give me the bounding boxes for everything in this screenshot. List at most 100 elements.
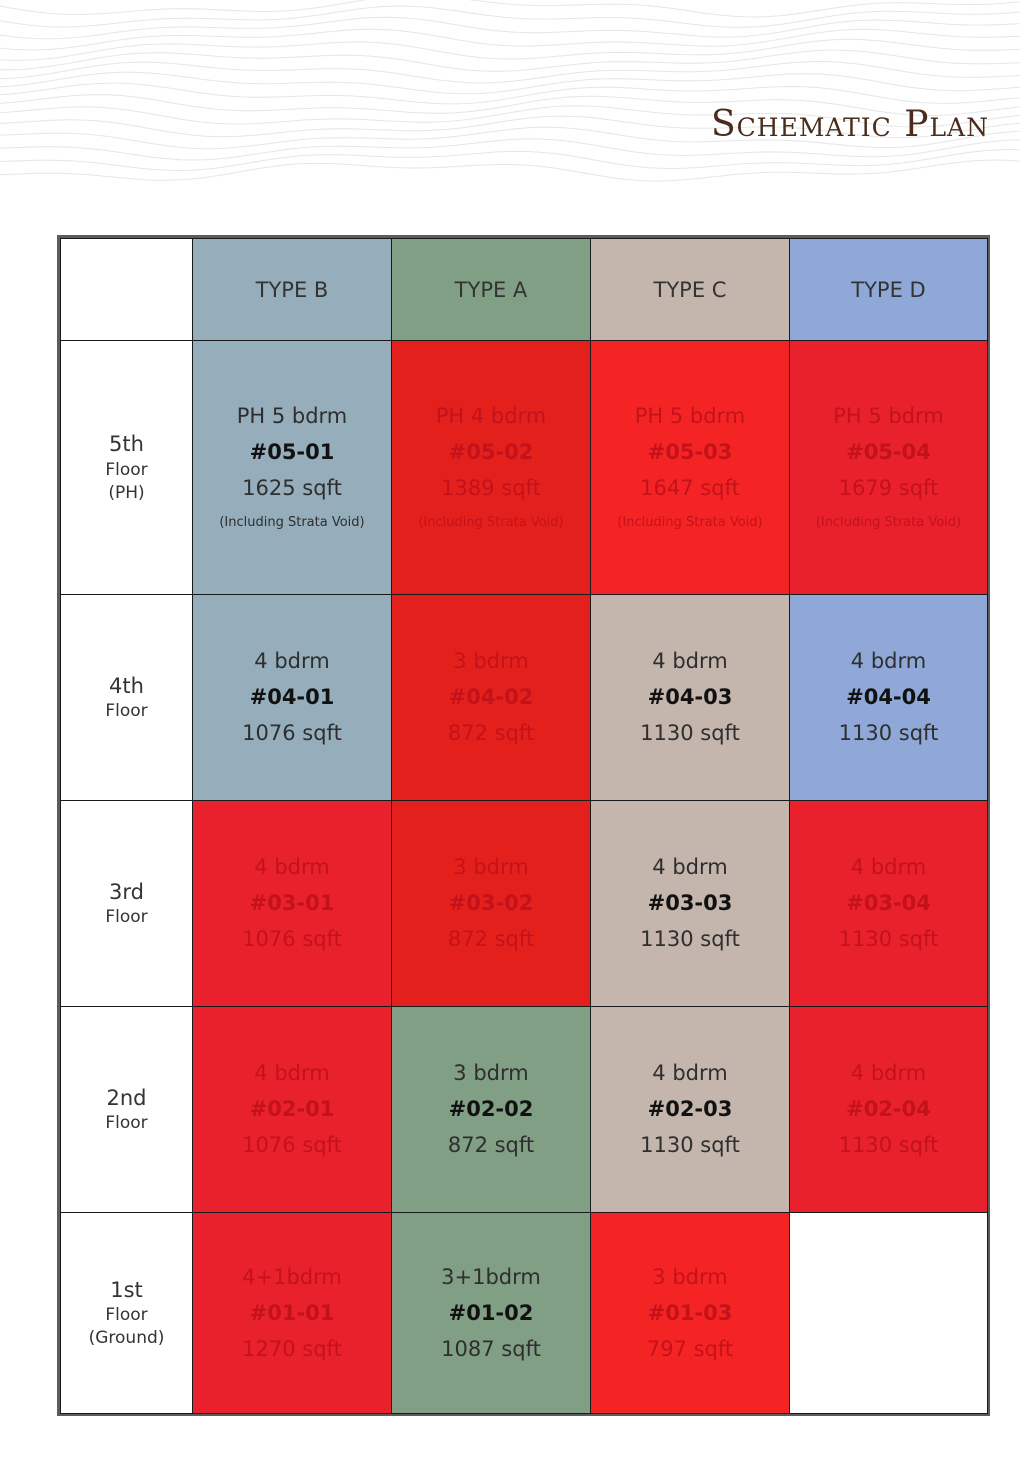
- wave-line: [0, 60, 1021, 84]
- unit-bedrooms: 4+1bdrm: [242, 1264, 342, 1289]
- wave-line: [0, 94, 1021, 116]
- unit-number: #01-01: [249, 1300, 335, 1325]
- unit-area: 1130 sqft: [640, 927, 740, 951]
- floor-label-line: Floor: [105, 1113, 148, 1134]
- unit-number: #03-03: [647, 891, 733, 915]
- unit-cell[interactable]: 4 bdrm #02-01 1076 sqft: [192, 1006, 392, 1213]
- floor-label: 2nd Floor: [60, 1006, 193, 1213]
- unit-bedrooms: 4 bdrm: [652, 855, 728, 879]
- unit-number: #05-04: [846, 440, 931, 464]
- unit-number: #04-01: [249, 685, 335, 709]
- floor-label-line: 5th: [109, 432, 144, 457]
- unit-area: 1130 sqft: [838, 721, 939, 745]
- unit-area: 1679 sqft: [838, 476, 939, 500]
- unit-cell[interactable]: 4 bdrm #03-01 1076 sqft: [192, 800, 392, 1007]
- unit-area: 1076 sqft: [242, 1133, 342, 1157]
- page-title: Schematic Plan: [710, 104, 989, 145]
- unit-bedrooms: 3 bdrm: [453, 649, 529, 673]
- unit-bedrooms: 4 bdrm: [850, 1061, 927, 1085]
- wave-line: [0, 82, 1021, 105]
- unit-area: 872 sqft: [447, 927, 535, 951]
- floor-label: 4th Floor: [60, 594, 193, 801]
- wave-line: [0, 38, 1021, 61]
- wave-pattern-background: [0, 0, 1021, 182]
- unit-bedrooms: 3 bdrm: [453, 855, 529, 879]
- floor-label-line: (PH): [108, 482, 145, 503]
- unit-bedrooms: 4 bdrm: [652, 649, 728, 673]
- column-header-type-d: TYPE D: [789, 238, 988, 341]
- floor-label-line: 2nd: [106, 1085, 147, 1110]
- unit-bedrooms: 4 bdrm: [652, 1061, 728, 1085]
- unit-area: 872 sqft: [447, 721, 535, 745]
- wave-line: [0, 28, 1021, 51]
- wave-line: [0, 49, 1021, 72]
- unit-cell[interactable]: 4 bdrm #03-04 1130 sqft: [789, 800, 988, 1007]
- table-corner-cell: [60, 238, 193, 341]
- unit-area-note: (Including Strata Void): [418, 515, 564, 530]
- column-header-type-a: TYPE A: [391, 238, 591, 341]
- unit-cell[interactable]: PH 5 bdrm #05-04 1679 sqft (Including Strat…: [789, 340, 988, 595]
- unit-number: #04-04: [846, 685, 931, 709]
- wave-line: [0, 105, 1021, 128]
- floor-label-line: 1st: [110, 1277, 143, 1302]
- unit-cell[interactable]: 3 bdrm #01-03 797 sqft: [590, 1212, 790, 1414]
- unit-cell[interactable]: 3+1bdrm #01-02 1087 sqft: [391, 1212, 591, 1414]
- unit-number: #03-01: [249, 891, 335, 915]
- unit-cell[interactable]: 4 bdrm #04-01 1076 sqft: [192, 594, 392, 801]
- unit-area-note: (Including Strata Void): [617, 515, 763, 530]
- unit-cell[interactable]: 4 bdrm #04-03 1130 sqft: [590, 594, 790, 801]
- unit-area-note: (Including Strata Void): [815, 515, 962, 530]
- unit-cell[interactable]: 4 bdrm #02-03 1130 sqft: [590, 1006, 790, 1213]
- wave-line: [0, 138, 1021, 161]
- unit-area: 1130 sqft: [640, 721, 740, 745]
- unit-number: #02-03: [647, 1097, 733, 1121]
- unit-cell[interactable]: 4+1bdrm #01-01 1270 sqft: [192, 1212, 392, 1414]
- unit-cell[interactable]: PH 5 bdrm #05-03 1647 sqft (Including Strat…: [590, 340, 790, 595]
- unit-area: 1625 sqft: [242, 476, 342, 500]
- wave-line: [0, 0, 1021, 18]
- unit-cell[interactable]: 3 bdrm #02-02 872 sqft: [391, 1006, 591, 1213]
- unit-number: #02-02: [448, 1097, 534, 1121]
- unit-area: 1389 sqft: [441, 476, 541, 500]
- floor-label: 1st Floor (Ground): [60, 1212, 193, 1414]
- unit-number: #05-03: [647, 440, 733, 464]
- unit-number: #04-03: [647, 685, 733, 709]
- unit-cell[interactable]: PH 4 bdrm #05-02 1389 sqft (Including Strat…: [391, 340, 591, 595]
- floor-label-line: 4th: [109, 673, 144, 698]
- unit-bedrooms: 3 bdrm: [453, 1061, 529, 1085]
- unit-bedrooms: 4 bdrm: [254, 855, 330, 879]
- unit-bedrooms: PH 5 bdrm: [833, 404, 944, 428]
- wave-line: [0, 16, 1021, 40]
- unit-number: #05-02: [448, 440, 534, 464]
- wave-line: [0, 159, 1021, 182]
- unit-area: 1130 sqft: [640, 1133, 740, 1157]
- floor-label: 3rd Floor: [60, 800, 193, 1007]
- unit-number: #02-04: [846, 1097, 931, 1121]
- unit-area: 1270 sqft: [242, 1336, 342, 1361]
- floor-label-line: 3rd: [109, 879, 144, 904]
- unit-area-note: (Including Strata Void): [219, 515, 365, 530]
- unit-area: 1130 sqft: [838, 1133, 939, 1157]
- floor-label-line: Floor: [105, 701, 148, 722]
- unit-bedrooms: 4 bdrm: [254, 1061, 330, 1085]
- unit-cell[interactable]: 4 bdrm #02-04 1130 sqft: [789, 1006, 988, 1213]
- wave-line: [0, 5, 1021, 28]
- empty-unit-cell: [789, 1212, 988, 1414]
- wave-line: [0, 115, 1021, 139]
- floor-label-line: Floor: [105, 1305, 148, 1326]
- unit-cell[interactable]: PH 5 bdrm #05-01 1625 sqft (Including Strat…: [192, 340, 392, 595]
- floor-label-line: Floor: [105, 459, 148, 480]
- column-header-type-c: TYPE C: [590, 238, 790, 341]
- unit-number: #03-02: [448, 891, 534, 915]
- unit-cell[interactable]: 3 bdrm #03-02 872 sqft: [391, 800, 591, 1007]
- unit-cell[interactable]: 4 bdrm #04-04 1130 sqft: [789, 594, 988, 801]
- unit-cell[interactable]: 3 bdrm #04-02 872 sqft: [391, 594, 591, 801]
- unit-number: #01-03: [647, 1300, 733, 1325]
- unit-bedrooms: 4 bdrm: [850, 855, 927, 879]
- wave-line: [0, 126, 1021, 150]
- floor-label-line: (Ground): [88, 1328, 165, 1349]
- unit-cell[interactable]: 4 bdrm #03-03 1130 sqft: [590, 800, 790, 1007]
- unit-area: 797 sqft: [646, 1336, 734, 1361]
- schematic-plan-table: TYPE B TYPE A TYPE C TYPE D 5th Floor (PH) PH 5…: [57, 235, 990, 1416]
- unit-bedrooms: 3 bdrm: [652, 1264, 728, 1289]
